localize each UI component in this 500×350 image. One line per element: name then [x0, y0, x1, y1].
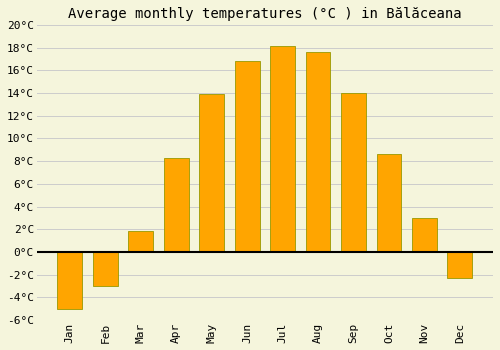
Bar: [235, 61, 260, 252]
Bar: [341, 93, 366, 252]
Bar: [58, 252, 82, 309]
Bar: [376, 154, 402, 252]
Bar: [448, 252, 472, 278]
Bar: [412, 218, 437, 252]
Bar: [270, 47, 295, 252]
Title: Average monthly temperatures (°C ) in Bălăceana: Average monthly temperatures (°C ) in Bă…: [68, 7, 462, 21]
Bar: [128, 231, 153, 252]
Bar: [93, 252, 118, 286]
Bar: [164, 158, 188, 252]
Bar: [200, 94, 224, 252]
Bar: [306, 52, 330, 252]
